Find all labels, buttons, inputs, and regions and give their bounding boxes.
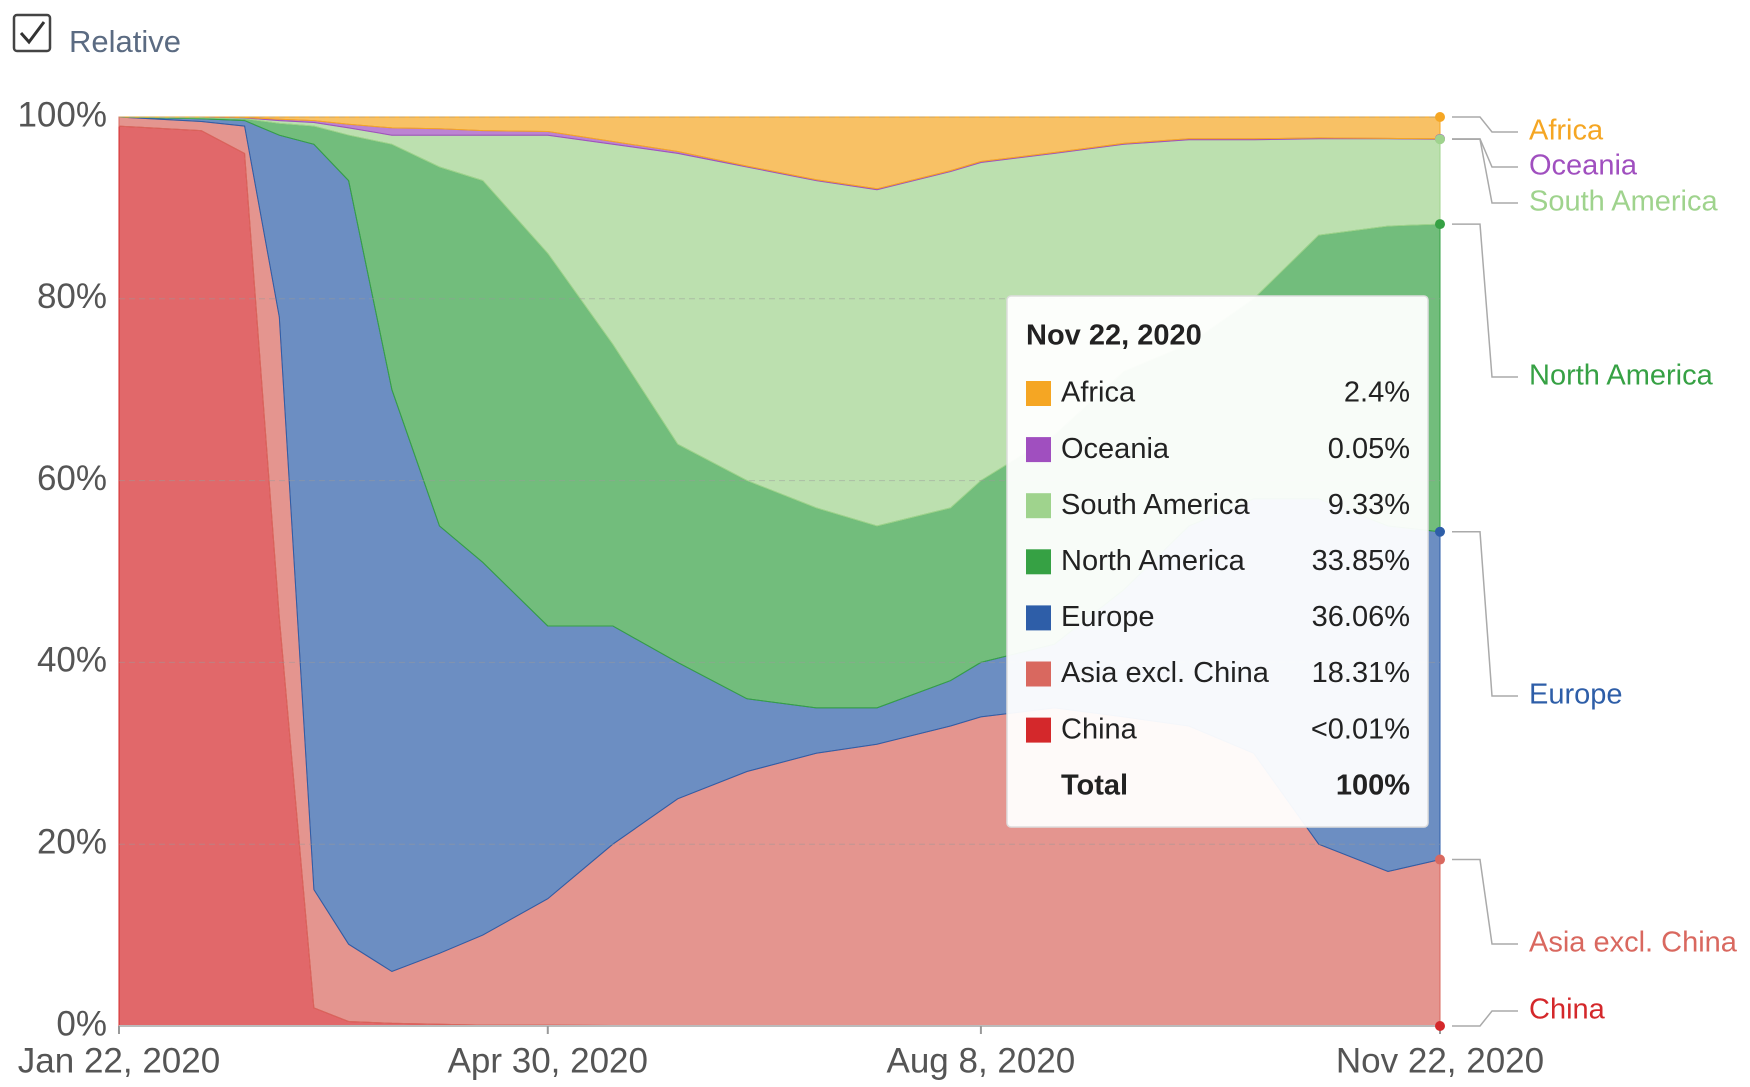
tooltip-name: Oceania [1061, 433, 1170, 465]
tooltip-swatch [1026, 437, 1051, 463]
end-dot [1435, 1021, 1445, 1031]
tooltip-swatch [1026, 493, 1051, 519]
end-dot [1435, 134, 1445, 145]
tooltip-value: 18.31% [1312, 657, 1410, 689]
tooltip-title: Nov 22, 2020 [1026, 320, 1202, 352]
label-connector [1452, 138, 1518, 204]
tooltip-value: 2.4% [1344, 377, 1410, 409]
series-label: South America [1529, 186, 1718, 218]
tooltip-box [1006, 295, 1429, 828]
tooltip-total-label: Total [1061, 769, 1128, 801]
series-label: Africa [1529, 115, 1604, 147]
label-connector [1452, 223, 1518, 378]
tooltip-value: 36.06% [1312, 601, 1410, 633]
tooltip-swatch [1026, 717, 1051, 743]
checkbox[interactable] [12, 13, 52, 53]
x-tick-label: Nov 22, 2020 [1336, 1041, 1544, 1080]
tooltip-value: 33.85% [1312, 545, 1410, 577]
series-label: Europe [1529, 679, 1623, 711]
y-tick-label: 40% [37, 641, 107, 680]
tooltip-name: North America [1061, 545, 1246, 577]
end-dot [1435, 219, 1445, 230]
tooltip-name: Africa [1061, 377, 1136, 409]
series-label: China [1529, 994, 1606, 1026]
area [119, 116, 1441, 190]
plot: 0% 20% 40% 60% 80% 100% Jan 22, 2020 Apr 30, 20… [17, 95, 1737, 1080]
series-label: Oceania [1529, 150, 1638, 182]
end-dot [1435, 526, 1445, 537]
label-connector [1452, 858, 1518, 945]
tooltip-swatch [1026, 605, 1051, 631]
series-label: North America [1529, 360, 1714, 392]
y-tick-label: 0% [56, 1004, 107, 1043]
tooltip-value: <0.01% [1311, 713, 1410, 745]
tooltip-name: China [1061, 713, 1138, 745]
relative-toggle[interactable]: Relative [12, 13, 181, 59]
label-connector [1452, 116, 1518, 133]
checkmark [19, 21, 46, 45]
tooltip-swatch [1026, 549, 1051, 575]
tooltip-swatch [1026, 381, 1051, 406]
end-dot [1435, 854, 1445, 865]
label-connector [1452, 531, 1518, 697]
end-dot [1435, 112, 1445, 122]
toggle-label[interactable]: Relative [69, 24, 181, 59]
x-tick-label: Jan 22, 2020 [18, 1041, 220, 1080]
x-tick-label: Apr 30, 2020 [448, 1041, 648, 1080]
y-tick-label: 80% [37, 277, 107, 316]
series-label: Asia excl. China [1529, 927, 1738, 959]
tooltip: Nov 22, 2020 Africa 2.4% Oceania 0.05% South … [1006, 295, 1429, 828]
tooltip-total-value: 100% [1336, 769, 1410, 801]
tooltip-name: South America [1061, 489, 1250, 521]
y-tick-label: 20% [37, 822, 107, 861]
tooltip-swatch [1026, 661, 1051, 687]
y-tick-label: 100% [17, 95, 107, 134]
tooltip-value: 0.05% [1328, 433, 1410, 465]
tooltip-name: Asia excl. China [1061, 657, 1270, 689]
tooltip-value: 9.33% [1328, 489, 1410, 521]
x-tick-label: Aug 8, 2020 [887, 1041, 1076, 1080]
y-tick-label: 60% [37, 459, 107, 498]
tooltip-name: Europe [1061, 601, 1155, 633]
label-connector [1452, 1010, 1518, 1027]
